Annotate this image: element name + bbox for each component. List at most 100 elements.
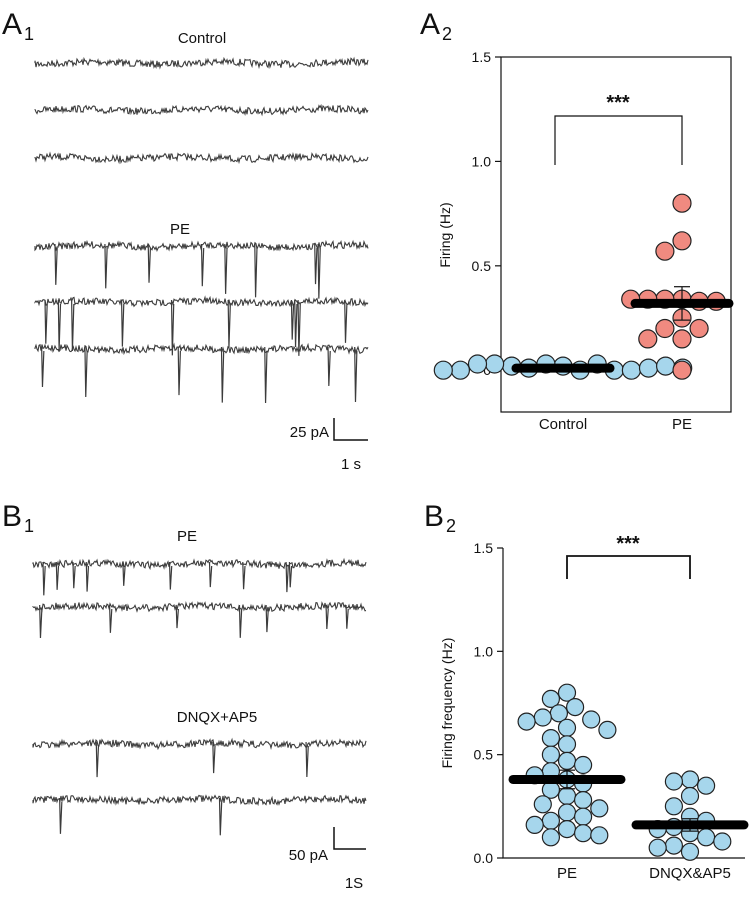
current-sweep (34, 56, 369, 70)
synaptic-event (170, 299, 175, 356)
current-sweep (32, 601, 367, 613)
synaptic-event (227, 299, 231, 348)
data-point (557, 735, 577, 754)
synaptic-event (84, 346, 88, 398)
mean-bars (511, 286, 734, 373)
data-point (655, 241, 675, 261)
category-label-control: Control (539, 416, 587, 433)
data-point (525, 815, 544, 835)
data-point (541, 811, 561, 830)
y-tick-label: 1.0 (472, 153, 492, 169)
panel-label-b2: B 2 (424, 500, 456, 536)
data-point (485, 354, 505, 374)
scale-amplitude-label: 25 pA (290, 424, 329, 441)
scale-time-label: 1S (345, 875, 363, 892)
svg-text:1: 1 (24, 24, 34, 44)
data-point (664, 836, 684, 855)
data-point (672, 231, 692, 251)
data-point (590, 799, 609, 818)
data-point (573, 807, 593, 826)
data-point (541, 828, 561, 847)
data-point (680, 786, 700, 806)
svg-text:B: B (424, 500, 444, 533)
synaptic-event (59, 797, 63, 834)
y-axis-ticks: 0.0 0.5 1.0 1.5 (474, 540, 503, 866)
current-sweep (34, 342, 369, 356)
data-point (533, 708, 552, 727)
synaptic-event (220, 346, 225, 403)
svg-text:2: 2 (446, 516, 456, 536)
current-sweep (32, 557, 367, 571)
panel-label-b1: B 1 (2, 500, 34, 536)
data-point (573, 824, 593, 843)
scale-bar-a1: 25 pA 1 s (290, 418, 368, 473)
data-point (696, 776, 716, 795)
y-tick-label: 0.5 (474, 747, 494, 763)
data-point (450, 360, 470, 380)
data-point (664, 772, 684, 791)
synaptic-event (238, 604, 243, 638)
significance-bracket: *** (554, 92, 683, 165)
y-axis-title: Firing (Hz) (437, 202, 453, 267)
svg-text:1: 1 (24, 516, 34, 536)
significance-bracket: *** (566, 533, 691, 579)
data-point (638, 329, 658, 349)
synaptic-event (314, 243, 318, 285)
data-point (672, 193, 692, 213)
condition-label-pe: PE (170, 221, 190, 238)
data-point (533, 795, 552, 814)
synaptic-event (218, 797, 223, 836)
scale-amplitude-label: 50 pA (289, 847, 328, 864)
synaptic-event (39, 604, 43, 639)
synaptic-event (57, 299, 62, 351)
sweep-group-a1 (34, 56, 369, 404)
condition-label-dnqx-ap5: DNQX+AP5 (177, 709, 257, 726)
synaptic-event (200, 243, 205, 287)
panel-label-a2: A 2 (420, 8, 452, 44)
synaptic-event (104, 243, 108, 289)
synaptic-event (212, 741, 216, 774)
scale-bar-lines (333, 827, 366, 850)
data-point (680, 770, 700, 789)
data-point (565, 697, 585, 717)
data-point (541, 745, 561, 764)
current-sweep (32, 794, 367, 807)
y-axis-ticks: 0 0.5 1.0 1.5 (472, 49, 501, 378)
synaptic-event (254, 243, 258, 298)
category-label-pe: PE (672, 416, 692, 433)
scale-bar-b1: 50 pA 1S (289, 827, 366, 892)
current-sweep (34, 103, 369, 117)
data-point (557, 819, 577, 839)
y-tick-label: 1.5 (474, 540, 494, 556)
data-point (655, 318, 675, 339)
traces-panel-a1: Control PE 25 pA 1 s (34, 30, 369, 473)
y-tick-label: 1.5 (472, 49, 492, 65)
synaptic-event (345, 604, 349, 629)
synaptic-event (54, 243, 58, 285)
data-point (680, 842, 700, 861)
data-point (621, 360, 642, 380)
synaptic-event (265, 604, 269, 633)
panel-label-a1: A 1 (2, 8, 34, 44)
data-point (713, 832, 732, 851)
data-point (557, 803, 577, 822)
synaptic-event (71, 299, 75, 352)
condition-label-pe: PE (177, 528, 197, 545)
synaptic-event (147, 243, 152, 283)
y-axis-title: Firing frequency (Hz) (439, 638, 455, 769)
data-point (433, 360, 453, 380)
svg-text:2: 2 (442, 24, 452, 44)
synaptic-event (264, 346, 268, 404)
y-tick-label: 0.0 (474, 850, 494, 866)
synaptic-event (285, 561, 289, 593)
svg-text:A: A (420, 8, 440, 41)
synaptic-event (317, 243, 321, 299)
category-label-dnqx-ap5: DNQX&AP5 (649, 865, 731, 882)
synaptic-event (327, 346, 331, 386)
bracket-line (566, 555, 691, 579)
bracket-line (554, 115, 683, 165)
scale-time-label: 1 s (341, 456, 361, 473)
data-point (598, 720, 617, 740)
condition-label-control: Control (178, 30, 226, 47)
